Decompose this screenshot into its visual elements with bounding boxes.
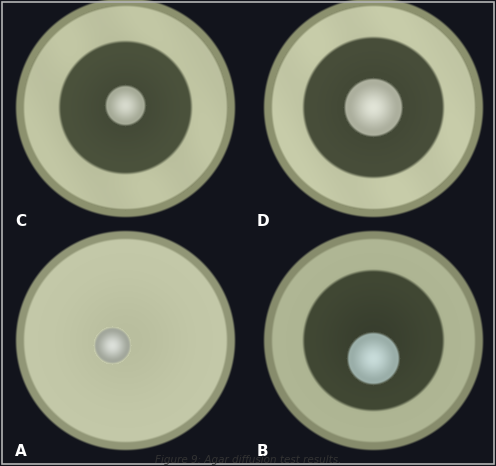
Text: Figure 9: Agar diffusion test results.: Figure 9: Agar diffusion test results.	[155, 455, 341, 465]
Text: C: C	[15, 214, 26, 229]
Text: D: D	[257, 214, 269, 229]
Text: A: A	[15, 444, 27, 459]
Text: B: B	[257, 444, 268, 459]
